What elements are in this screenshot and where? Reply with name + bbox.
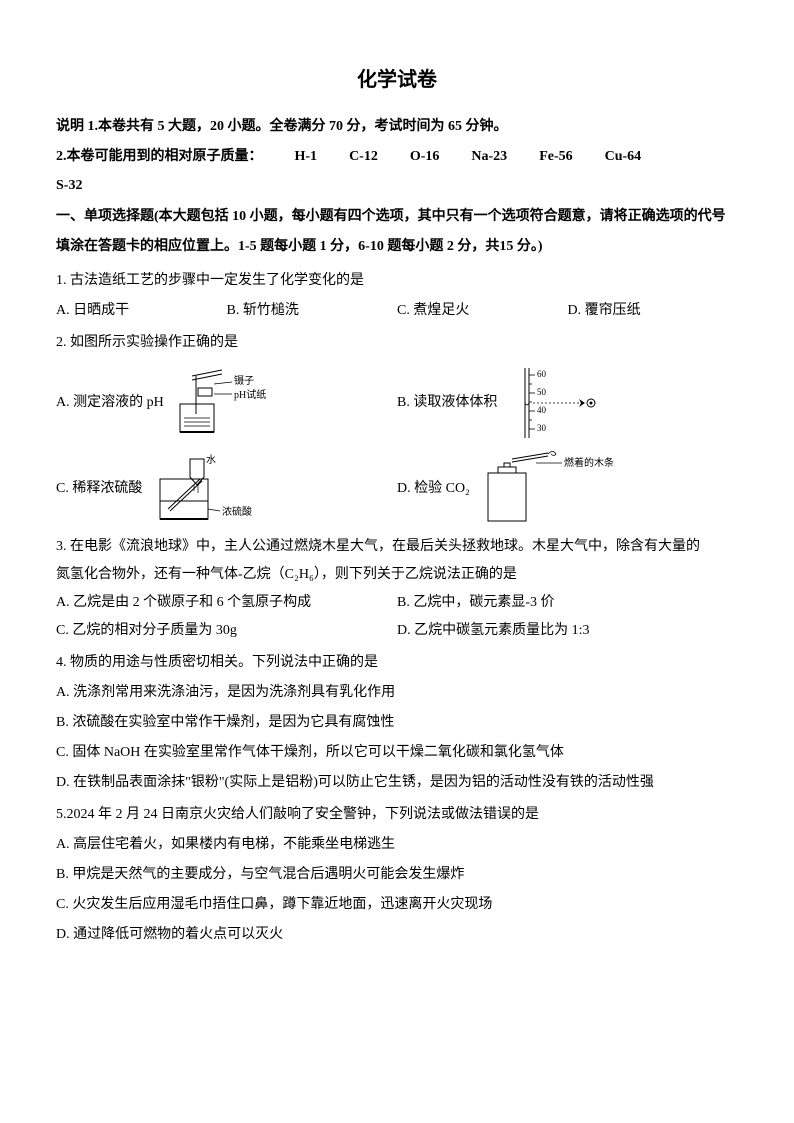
masses-prefix: 2.本卷可能用到的相对原子质量： — [56, 143, 263, 171]
svg-text:50: 50 — [537, 387, 547, 397]
question-3: 3. 在电影《流浪地球》中，主人公通过燃烧木星大气，在最后关头拯救地球。木星大气… — [56, 533, 738, 645]
q5-opt-a: A. 高层住宅着火，如果楼内有电梯，不能乘坐电梯逃生 — [56, 831, 738, 859]
q3-stem2: 氮氢化合物外，还有一种气体-乙烷（C₂H₆），则下列关于乙烷说法正确的是 — [56, 561, 738, 589]
q5-stem: 5.2024 年 2 月 24 日南京火灾给人们敲响了安全警钟，下列说法或做法错… — [56, 801, 738, 829]
q2-opt-c-label: C. 稀释浓硫酸 — [56, 475, 142, 503]
question-5: 5.2024 年 2 月 24 日南京火灾给人们敲响了安全警钟，下列说法或做法错… — [56, 801, 738, 949]
svg-text:30: 30 — [537, 423, 547, 433]
svg-text:60: 60 — [537, 369, 547, 379]
page-title: 化学试卷 — [56, 60, 738, 100]
q5-opt-d: D. 通过降低可燃物的着火点可以灭火 — [56, 921, 738, 949]
q1-opt-b: B. 斩竹槌洗 — [227, 297, 398, 325]
q2-opt-a-label: A. 测定溶液的 pH — [56, 389, 164, 417]
svg-text:镊子: 镊子 — [234, 375, 254, 387]
q4-opt-c: C. 固体 NaOH 在实验室里常作气体干燥剂，所以它可以干燥二氧化碳和氯化氢气… — [56, 739, 738, 767]
q4-opt-b: B. 浓硫酸在实验室中常作干燥剂，是因为它具有腐蚀性 — [56, 709, 738, 737]
dilute-acid-icon: 水 浓硫酸 — [150, 449, 270, 529]
q5-opt-c: C. 火灾发生后应用湿毛巾捂住口鼻，蹲下靠近地面，迅速离开火灾现场 — [56, 891, 738, 919]
q1-opt-a: A. 日晒成干 — [56, 297, 227, 325]
svg-text:水: 水 — [206, 454, 216, 466]
question-2: 2. 如图所示实验操作正确的是 A. 测定溶液的 pH 镊子 pH试纸 B. — [56, 329, 738, 529]
section1-header: 一、单项选择题(本大题包括 10 小题，每小题有四个选项，其中只有一个选项符合题… — [56, 202, 738, 264]
svg-text:燃着的木条: 燃着的木条 — [564, 456, 614, 469]
q4-stem: 4. 物质的用途与性质密切相关。下列说法中正确的是 — [56, 649, 738, 677]
question-1: 1. 古法造纸工艺的步骤中一定发生了化学变化的是 A. 日晒成干 B. 斩竹槌洗… — [56, 267, 738, 325]
instruction-line1: 说明 1.本卷共有 5 大题，20 小题。全卷满分 70 分，考试时间为 65 … — [56, 112, 738, 143]
svg-text:pH试纸: pH试纸 — [234, 388, 266, 401]
atomic-masses: 2.本卷可能用到的相对原子质量： H-1 C-12 O-16 Na-23 Fe-56 Cu-… — [56, 143, 738, 171]
instruction-line3: S-32 — [56, 171, 738, 202]
q2-opt-d-label: D. 检验 CO₂ — [397, 475, 470, 503]
q4-opt-a: A. 洗涤剂常用来洗涤油污，是因为洗涤剂具有乳化作用 — [56, 679, 738, 707]
q3-opt-b: B. 乙烷中，碳元素显-3 价 — [397, 589, 738, 617]
mass-cu: Cu-64 — [605, 143, 642, 171]
beaker-ph-icon: 镊子 pH试纸 — [172, 368, 282, 438]
question-4: 4. 物质的用途与性质密切相关。下列说法中正确的是 A. 洗涤剂常用来洗涤油污，… — [56, 649, 738, 797]
q3-stem1: 3. 在电影《流浪地球》中，主人公通过燃烧木星大气，在最后关头拯救地球。木星大气… — [56, 533, 738, 561]
q1-stem: 1. 古法造纸工艺的步骤中一定发生了化学变化的是 — [56, 267, 738, 295]
burette-icon: 60 50 40 30 — [505, 363, 615, 443]
co2-test-icon: 燃着的木条 — [478, 449, 628, 529]
q1-opt-c: C. 煮煌足火 — [397, 297, 568, 325]
svg-text:40: 40 — [537, 405, 547, 415]
q2-opt-b-label: B. 读取液体体积 — [397, 389, 497, 417]
q5-opt-b: B. 甲烷是天然气的主要成分，与空气混合后遇明火可能会发生爆炸 — [56, 861, 738, 889]
q3-opt-d: D. 乙烷中碳氢元素质量比为 1:3 — [397, 617, 738, 645]
q4-opt-d: D. 在铁制品表面涂抹"银粉"(实际上是铝粉)可以防止它生锈，是因为铝的活动性没… — [56, 769, 738, 797]
mass-h: H-1 — [295, 143, 318, 171]
q3-opt-c: C. 乙烷的相对分子质量为 30g — [56, 617, 397, 645]
q2-stem: 2. 如图所示实验操作正确的是 — [56, 329, 738, 357]
svg-text:浓硫酸: 浓硫酸 — [222, 505, 252, 518]
q3-opt-a: A. 乙烷是由 2 个碳原子和 6 个氢原子构成 — [56, 589, 397, 617]
mass-o: O-16 — [410, 143, 440, 171]
mass-c: C-12 — [349, 143, 378, 171]
mass-fe: Fe-56 — [539, 143, 572, 171]
q1-opt-d: D. 覆帘压纸 — [568, 297, 739, 325]
mass-na: Na-23 — [471, 143, 507, 171]
